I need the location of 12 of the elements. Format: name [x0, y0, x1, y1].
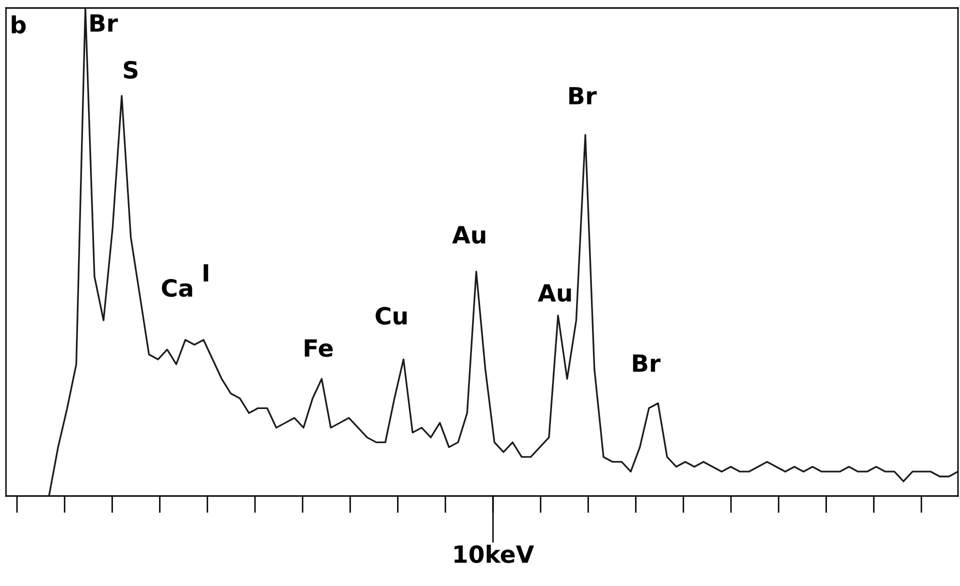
- annotation: Br: [633, 354, 660, 372]
- text: b: [12, 15, 26, 34]
- annotation: Br: [569, 87, 597, 104]
- annotation: Cu: [376, 306, 407, 325]
- annotation: S: [124, 60, 138, 79]
- annotation: Fe: [304, 339, 333, 357]
- annotation: Au: [452, 226, 486, 244]
- text: 10keV: [454, 544, 534, 564]
- annotation: Au: [538, 284, 571, 302]
- annotation: Br: [90, 14, 118, 32]
- annotation: I: [204, 264, 208, 282]
- annotation: Ca: [162, 279, 192, 297]
